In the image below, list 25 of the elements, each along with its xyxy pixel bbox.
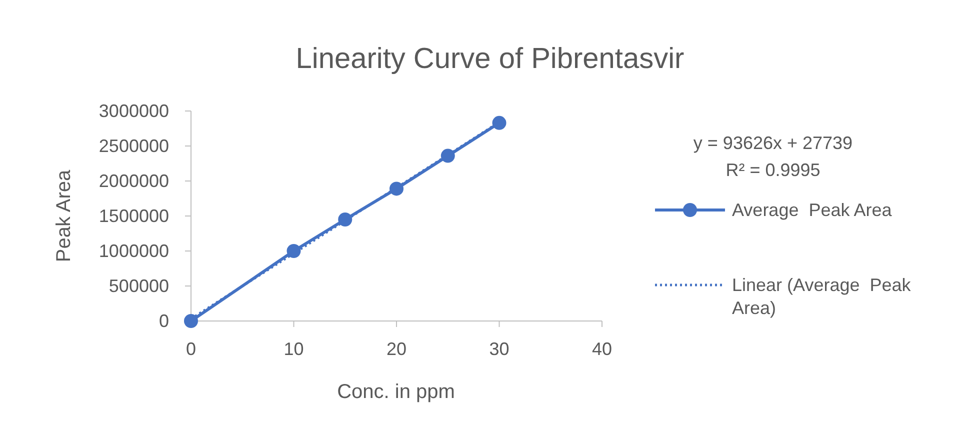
x-tick-label: 20 <box>386 339 407 359</box>
legend-label: Linear (Average Peak Area) <box>732 275 912 318</box>
y-tick-label: 500000 <box>108 276 169 296</box>
x-tick-label: 40 <box>592 339 612 359</box>
y-tick-label: 1500000 <box>98 206 169 226</box>
y-tick-label: 3000000 <box>98 101 169 121</box>
point <box>492 116 506 130</box>
point <box>440 148 455 163</box>
point <box>390 182 404 196</box>
text: y = 93626x + 27739 <box>693 133 853 153</box>
chart-title: Linearity Curve of Pibrentasvir <box>296 43 685 75</box>
x-axis-title: Conc. in ppm <box>337 381 455 403</box>
text: R² = 0.9995 <box>726 160 820 180</box>
point <box>338 212 352 226</box>
y-tick-label: 0 <box>158 311 169 331</box>
legend-label: Average Peak Area <box>732 200 893 220</box>
x-tick-label: 30 <box>489 339 510 359</box>
x-tick-label: 0 <box>186 339 196 359</box>
point <box>286 244 301 258</box>
y-tick-label: 2000000 <box>98 171 169 191</box>
y-axis-title: Peak Area <box>53 168 75 262</box>
y-tick-label: 2500000 <box>98 136 169 156</box>
point <box>184 314 198 328</box>
y-tick-label: 1000000 <box>98 241 169 261</box>
x-tick-label: 10 <box>284 339 304 359</box>
